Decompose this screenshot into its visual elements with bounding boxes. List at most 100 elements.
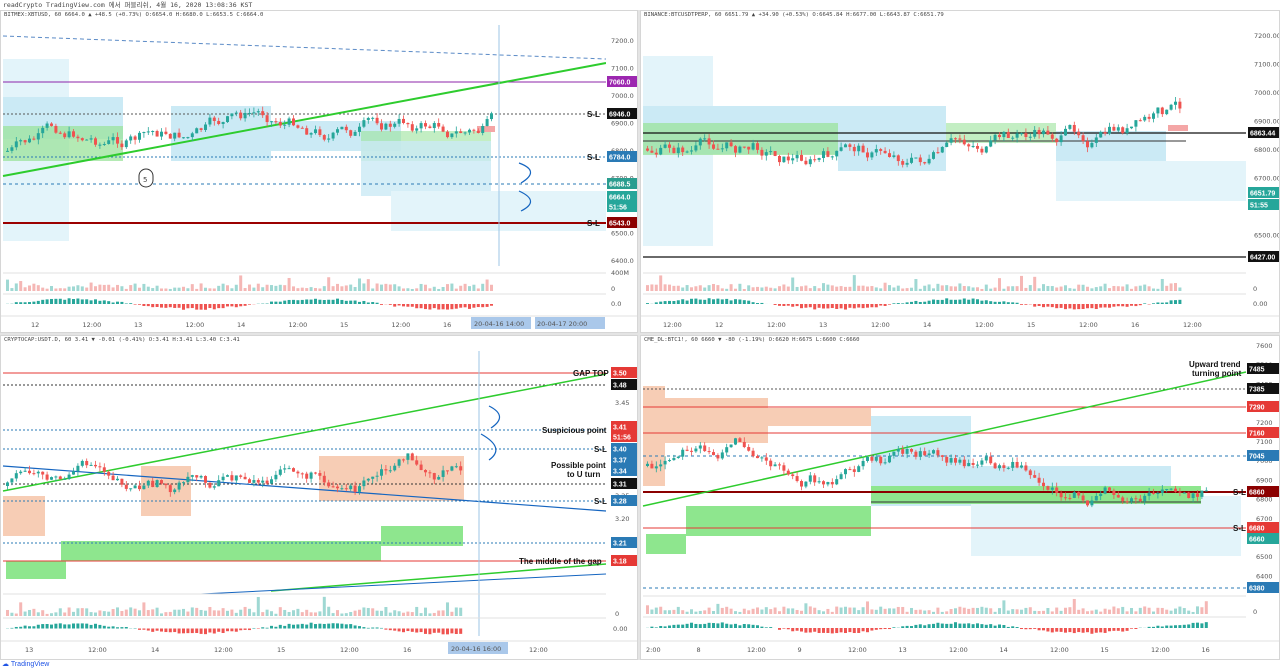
- time-tick: 12:00: [186, 321, 205, 329]
- volume-bar: [459, 285, 463, 291]
- time-tag-cursor: [448, 642, 508, 654]
- volume-bar: [852, 275, 856, 291]
- candle-body: [305, 473, 309, 479]
- candle-body: [800, 154, 803, 161]
- annotation-suspicious-point: Suspicious point: [542, 426, 607, 435]
- candle-body: [1086, 141, 1089, 148]
- chart-pane-binance[interactable]: BINANCE:BTCUSDTPERP, 60 6651.79 ▲ +34.90…: [640, 10, 1280, 333]
- volume-bar: [419, 613, 423, 616]
- volume-bar: [450, 283, 454, 291]
- volume-bars: [646, 275, 1182, 291]
- osc-bar: [945, 298, 949, 304]
- osc-bar: [111, 302, 115, 304]
- osc-bar: [703, 299, 707, 304]
- volume-bar: [23, 287, 27, 291]
- osc-bar: [1174, 625, 1177, 628]
- candle-body: [490, 113, 493, 120]
- chart-pane-cme-btc[interactable]: CME_DL:BTC1!, 60 6660 ▼ -80 (-1.19%) O:6…: [640, 335, 1280, 660]
- chart-canvas[interactable]: Upward trend turning point S-L S-L 76007…: [641, 336, 1280, 660]
- chart-pane-bitmex[interactable]: BITMEX:XBTUSD, 60 6664.0 ▲ +48.5 (+0.73%…: [0, 10, 638, 333]
- osc-bar: [94, 299, 97, 304]
- volume-bar: [340, 286, 344, 291]
- osc-bar: [459, 304, 463, 308]
- tradingview-logo[interactable]: ☁ TradingView: [2, 660, 49, 668]
- candle-body: [910, 157, 913, 163]
- osc-bar: [331, 299, 335, 304]
- osc-bar: [1064, 304, 1067, 310]
- chart-pane-usdt-dominance[interactable]: CRYPTOCAP:USDT.D, 60 3.41 ▼ -0.01 (-0.41…: [0, 335, 638, 660]
- candle-body: [914, 157, 918, 159]
- candle-body: [993, 463, 997, 469]
- volume-bar: [318, 288, 322, 291]
- osc-bar: [67, 298, 71, 304]
- cloud-icon: ☁: [2, 661, 9, 668]
- osc-bar: [813, 304, 817, 310]
- price-tag: [607, 178, 637, 189]
- volume-bar: [472, 284, 476, 291]
- volume-bar: [1160, 278, 1164, 291]
- price-axis[interactable]: [1246, 21, 1280, 271]
- volume-bar: [116, 607, 119, 616]
- osc-bar: [76, 298, 80, 304]
- volume-bar: [883, 282, 887, 291]
- volume-bar: [72, 611, 75, 616]
- osc-bar: [778, 304, 781, 306]
- candle-body: [971, 145, 975, 147]
- candle-body: [278, 469, 282, 475]
- candle-body: [813, 475, 817, 483]
- volume-bar: [1090, 288, 1094, 291]
- price-tag-label: 51:56: [613, 435, 631, 442]
- candle-body: [817, 481, 821, 483]
- volume-bar: [945, 611, 949, 614]
- candle-body: [234, 475, 238, 481]
- volume-bar: [795, 286, 799, 291]
- price-tag: [1247, 582, 1279, 593]
- osc-bar: [107, 301, 111, 304]
- salmon-zone: [319, 456, 464, 501]
- price-tag-label: 3.50: [613, 371, 627, 378]
- candle-body: [353, 485, 357, 492]
- volume-bar: [94, 612, 97, 616]
- osc-bar: [1143, 303, 1147, 304]
- candle-body: [1033, 129, 1037, 137]
- osc-bar: [659, 625, 663, 628]
- candle-body: [738, 146, 742, 153]
- osc-bar: [932, 623, 935, 628]
- candle-body: [927, 158, 931, 164]
- price-tick: 6500.00: [1254, 232, 1280, 240]
- time-tick: 12:00: [289, 321, 308, 329]
- chart-canvas[interactable]: GAP TOP Suspicious point S-L Possible po…: [1, 336, 638, 660]
- chart-canvas[interactable]: 5 S-L S-L S-L 7200.07100.07000.06900.068…: [1, 11, 638, 333]
- candle-body: [1020, 465, 1023, 468]
- annotation-sl-2: S-L: [1233, 524, 1246, 533]
- candle-body: [888, 455, 891, 463]
- osc-bar: [58, 298, 62, 304]
- volume-bar: [870, 286, 874, 291]
- volume-bar: [186, 288, 190, 291]
- volume-bar: [716, 603, 720, 614]
- osc-bar: [949, 299, 953, 304]
- candle-body: [199, 476, 203, 478]
- candle-body: [672, 458, 676, 461]
- candle-body: [133, 136, 137, 140]
- volume-bar: [822, 611, 825, 614]
- volume-bar: [848, 607, 852, 614]
- price-tick: 6700.00: [1254, 175, 1280, 183]
- price-tag: [611, 495, 637, 506]
- label-sl-1: S-L: [587, 110, 600, 119]
- osc-bar: [870, 628, 874, 631]
- candle-body: [45, 474, 49, 480]
- volume-bar: [1059, 610, 1063, 614]
- price-axis[interactable]: [1247, 339, 1280, 594]
- osc-bar: [883, 304, 887, 307]
- volume-bar: [195, 288, 199, 291]
- time-tag-end: [535, 317, 605, 329]
- candle-body: [1094, 495, 1098, 501]
- volume-bar: [6, 609, 9, 616]
- osc-bar: [1024, 304, 1028, 305]
- price-axis[interactable]: [606, 21, 638, 271]
- volume-bar: [19, 602, 23, 616]
- volume-bar: [905, 288, 909, 291]
- chart-canvas[interactable]: 7200.007100.007000.006900.006800.006700.…: [641, 11, 1280, 333]
- osc-bar: [186, 628, 190, 634]
